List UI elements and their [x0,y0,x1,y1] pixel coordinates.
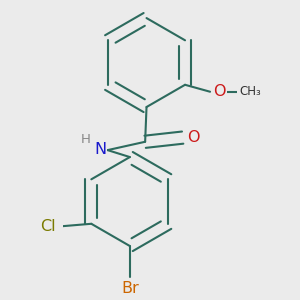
Text: Br: Br [121,281,139,296]
Text: H: H [81,133,91,146]
Text: CH₃: CH₃ [239,85,261,98]
Text: Cl: Cl [40,219,56,234]
Text: N: N [94,142,106,157]
Text: O: O [187,130,199,145]
Text: O: O [213,83,225,98]
